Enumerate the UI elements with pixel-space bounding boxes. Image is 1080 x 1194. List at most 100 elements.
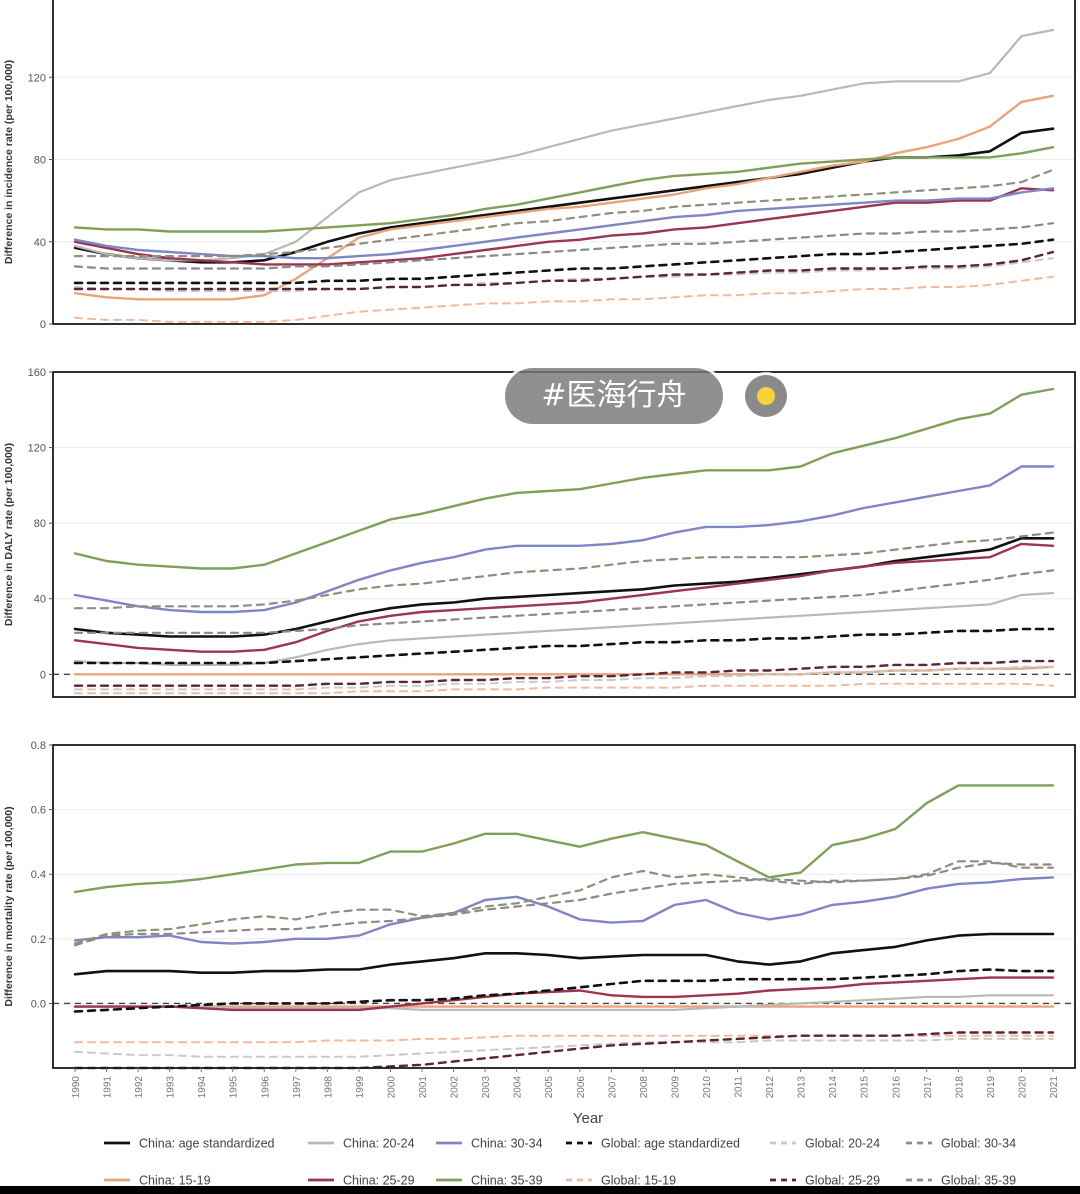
x-tick-label: 2006 bbox=[576, 1076, 587, 1099]
series-line-china-age-standardized bbox=[73, 932, 1055, 976]
x-tick-label: 1990 bbox=[71, 1076, 82, 1099]
series-line-global-30-34 bbox=[73, 222, 1055, 270]
y-tick-label: 0.0 bbox=[31, 998, 46, 1010]
x-tick-label: 1996 bbox=[260, 1076, 271, 1099]
series-line-china-15-19 bbox=[73, 665, 1055, 676]
legend-item-global-25-29: Global: 25-29 bbox=[770, 1174, 880, 1188]
x-tick-label: 2007 bbox=[607, 1076, 618, 1099]
legend-item-china-15-19: China: 15-19 bbox=[104, 1174, 211, 1188]
x-tick-label: 2021 bbox=[1049, 1076, 1060, 1099]
series-line-china-20-24 bbox=[73, 994, 1055, 1012]
watermark-tag: #医海行舟 bbox=[505, 368, 723, 424]
y-tick-label: 0.2 bbox=[31, 934, 46, 946]
x-tick-label: 2016 bbox=[891, 1076, 902, 1099]
legend-label: China: 25-29 bbox=[343, 1174, 415, 1188]
series-line-global-15-19 bbox=[74, 1034, 1054, 1044]
y-tick-label: 0 bbox=[40, 669, 46, 681]
legend-item-global-age-standardized: Global: age standardized bbox=[566, 1137, 740, 1151]
legend-item-global-15-19: Global: 15-19 bbox=[566, 1174, 676, 1188]
series-line-china-25-29 bbox=[73, 976, 1055, 1012]
x-tick-label: 2014 bbox=[828, 1076, 839, 1099]
legend-label: Global: 20-24 bbox=[805, 1137, 880, 1151]
legend-label: Global: 15-19 bbox=[601, 1174, 676, 1188]
watermark-dot-icon bbox=[745, 375, 787, 417]
series-line-china-25-29 bbox=[73, 542, 1055, 653]
x-tick-label: 1997 bbox=[292, 1076, 303, 1099]
series-line-china-35-39 bbox=[73, 145, 1055, 233]
series-line-global-20-24 bbox=[74, 257, 1054, 293]
legend-item-china-age-standardized: China: age standardized bbox=[104, 1137, 275, 1151]
series-line-global-35-39 bbox=[73, 168, 1055, 258]
y-tick-label: 120 bbox=[28, 443, 46, 455]
y-tick-label: 160 bbox=[28, 0, 46, 2]
series-line-global-age-standardized bbox=[73, 968, 1055, 1013]
x-tick-label: 2013 bbox=[797, 1076, 808, 1099]
series-line-global-15-19 bbox=[74, 275, 1054, 323]
legend-label: China: 30-34 bbox=[471, 1137, 543, 1151]
series-line-global-35-39 bbox=[73, 531, 1055, 610]
x-tick-label: 2010 bbox=[702, 1076, 713, 1099]
x-axis-label: Year bbox=[573, 1110, 603, 1127]
series-line-china-20-24 bbox=[73, 591, 1055, 667]
legend-label: Global: 35-39 bbox=[941, 1174, 1016, 1188]
panel-frame bbox=[52, 744, 1076, 1069]
x-tick-label: 2009 bbox=[670, 1076, 681, 1099]
series-line-global-35-39 bbox=[73, 860, 1055, 945]
series-line-global-25-29 bbox=[73, 250, 1055, 291]
x-tick-label: 2003 bbox=[481, 1076, 492, 1099]
legend-item-china-20-24: China: 20-24 bbox=[308, 1137, 415, 1151]
y-tick-label: 0.6 bbox=[31, 805, 46, 817]
x-tick-label: 2002 bbox=[450, 1076, 461, 1099]
legend-item-global-20-24: Global: 20-24 bbox=[770, 1137, 880, 1151]
panel-mortality: 0.0 0.2 0.4 0.6 0.8 Difference in mortality r… bbox=[3, 740, 1076, 1127]
series-line-global-20-24 bbox=[74, 665, 1054, 691]
y-tick-label: 0.8 bbox=[31, 740, 46, 752]
series-line-global-15-19 bbox=[74, 682, 1054, 695]
x-tick-label: 2019 bbox=[986, 1076, 997, 1099]
x-tick-label: 2005 bbox=[544, 1076, 555, 1099]
y-tick-label: 40 bbox=[34, 594, 46, 606]
panel-incidence: 0 40 80 120 160 Difference in incidence rate … bbox=[3, 0, 1076, 331]
y-tick-label: 0 bbox=[40, 319, 46, 331]
series-line-china-30-34 bbox=[73, 876, 1055, 945]
x-tick-label: 1993 bbox=[166, 1076, 177, 1099]
x-tick-label: 2012 bbox=[765, 1076, 776, 1099]
x-tick-label: 2020 bbox=[1017, 1076, 1028, 1099]
x-tick-label: 1998 bbox=[323, 1076, 334, 1099]
bottom-edge-bar bbox=[0, 1186, 1080, 1194]
x-tick-label: 1992 bbox=[134, 1076, 145, 1099]
series-line-china-20-24 bbox=[73, 28, 1055, 262]
series-line-china-age-standardized bbox=[73, 536, 1055, 638]
legend-label: Global: 30-34 bbox=[941, 1137, 1016, 1151]
series-line-global-age-standardized bbox=[73, 238, 1055, 285]
legend-label: China: 20-24 bbox=[343, 1137, 415, 1151]
series-line-global-25-29 bbox=[73, 1031, 1055, 1070]
legend-label: Global: age standardized bbox=[601, 1137, 740, 1151]
y-tick-label: 0.4 bbox=[31, 869, 46, 881]
series-line-china-25-29 bbox=[73, 187, 1055, 266]
legend-label: China: age standardized bbox=[139, 1137, 275, 1151]
series-line-china-30-34 bbox=[73, 187, 1055, 260]
series-line-global-age-standardized bbox=[73, 627, 1055, 665]
x-tick-label: 2015 bbox=[860, 1076, 871, 1099]
legend-label: China: 35-39 bbox=[471, 1174, 543, 1188]
x-tick-label: 1999 bbox=[355, 1076, 366, 1099]
x-tick-label: 1994 bbox=[197, 1076, 208, 1099]
y-tick-label: 160 bbox=[28, 367, 46, 379]
panel-frame bbox=[52, 0, 1076, 325]
x-tick-label: 1991 bbox=[103, 1076, 114, 1099]
y-axis-label: Difference in DALY rate (per 100,000) bbox=[3, 443, 15, 626]
x-tick-label: 2011 bbox=[734, 1076, 745, 1098]
x-tick-label: 2018 bbox=[954, 1076, 965, 1099]
series-line-global-20-24 bbox=[74, 1037, 1054, 1058]
x-tick-label: 2001 bbox=[418, 1076, 429, 1099]
legend-item-china-35-39: China: 35-39 bbox=[436, 1174, 543, 1188]
legend-item-china-30-34: China: 30-34 bbox=[436, 1137, 543, 1151]
series-line-china-35-39 bbox=[73, 387, 1055, 570]
series-line-global-30-34 bbox=[73, 569, 1055, 634]
legend-label: Global: 25-29 bbox=[805, 1174, 880, 1188]
y-axis-label: Difference in mortality rate (per 100,00… bbox=[3, 806, 15, 1006]
x-tick-label: 2008 bbox=[639, 1076, 650, 1099]
x-tick-label: 2017 bbox=[923, 1076, 934, 1099]
